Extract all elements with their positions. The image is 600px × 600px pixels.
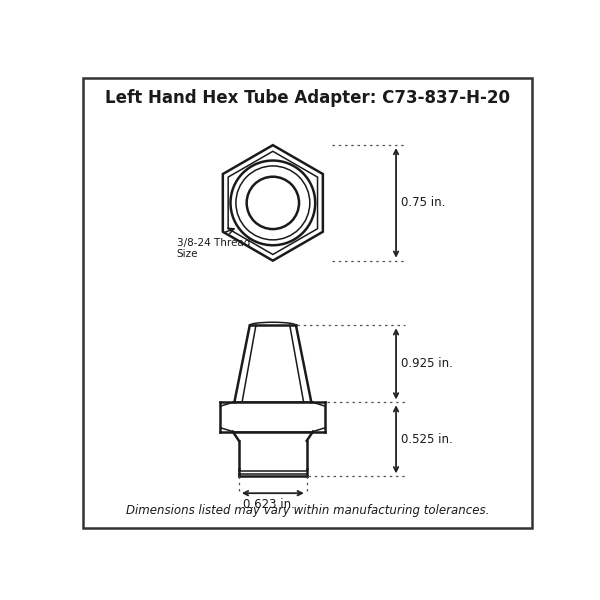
Text: 3/8-24 Thread
Size: 3/8-24 Thread Size [176, 238, 250, 259]
Text: Dimensions listed may vary within manufacturing tolerances.: Dimensions listed may vary within manufa… [126, 505, 489, 517]
Text: 0.525 in.: 0.525 in. [401, 433, 452, 446]
Text: 0.623 in.: 0.623 in. [243, 498, 295, 511]
Text: 0.925 in.: 0.925 in. [401, 358, 452, 370]
Text: Left Hand Hex Tube Adapter: C73-837-H-20: Left Hand Hex Tube Adapter: C73-837-H-20 [105, 89, 510, 107]
Text: 0.75 in.: 0.75 in. [401, 196, 445, 209]
